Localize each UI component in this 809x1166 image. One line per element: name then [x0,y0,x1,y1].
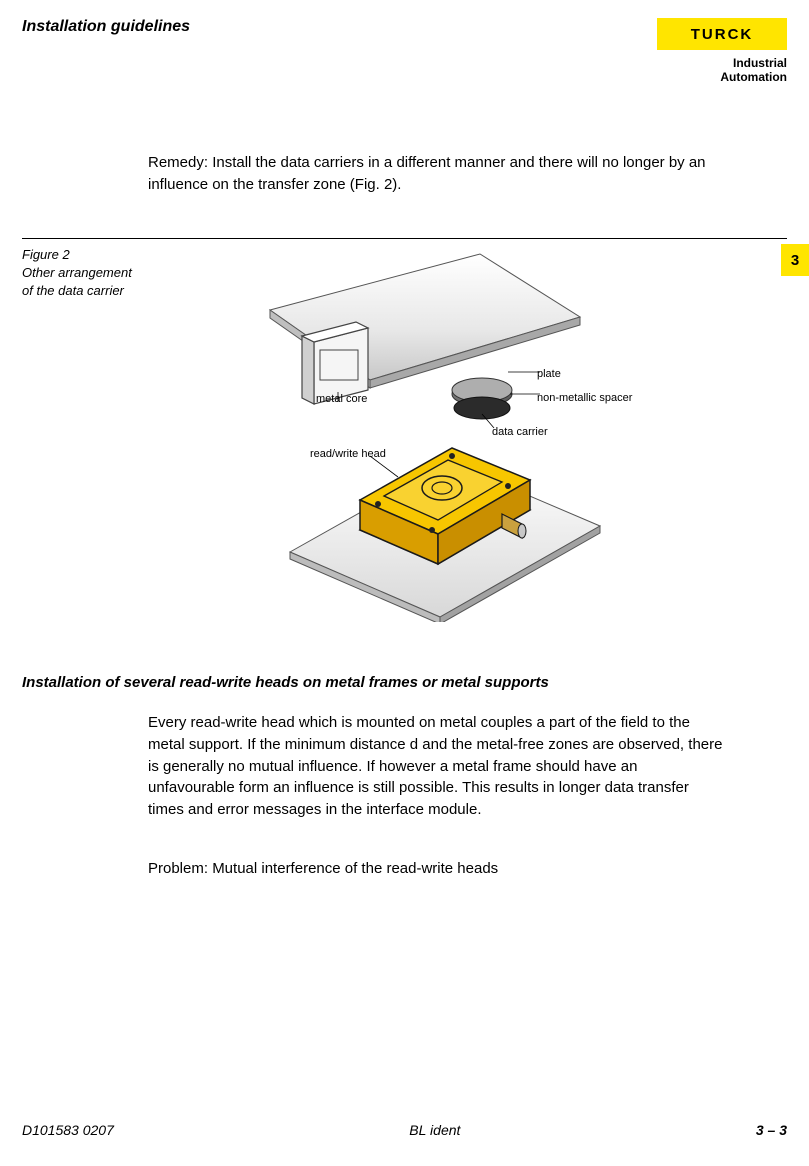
label-data-carrier: data carrier [492,426,548,438]
label-plate: plate [537,368,561,380]
logo-text: TURCK [691,26,754,43]
paragraph-problem: Problem: Mutual interference of the read… [148,858,727,880]
label-metal-core: metal core [316,393,367,405]
logo-sub-line2: Automation [720,70,787,84]
footer-page-number: 3 – 3 [756,1122,787,1138]
logo-sub-line1: Industrial [733,56,787,70]
footer-product: BL ident [409,1122,460,1138]
figure-caption: Figure 2 Other arrangement of the data c… [22,246,142,301]
figure-number: Figure 2 [22,247,70,262]
logo-subtitle: Industrial Automation [720,56,787,85]
logo-box: TURCK [657,18,787,50]
page-footer: D101583 0207 BL ident 3 – 3 [22,1122,787,1138]
page-header: Installation guidelines TURCK Industrial… [22,18,787,85]
footer-doc-id: D101583 0207 [22,1122,114,1138]
section-heading: Installation of several read-write heads… [22,674,727,691]
page-number-tab: 3 [781,244,809,276]
divider-line [22,238,787,239]
paragraph-metal-frames: Every read-write head which is mounted o… [148,712,727,821]
figure-desc: Other arrangement of the data carrier [22,265,132,298]
remedy-paragraph: Remedy: Install the data carriers in a d… [148,152,727,196]
label-read-write-head: read/write head [310,448,386,460]
figure-diagram [250,252,630,622]
label-nonmetallic-spacer: non-metallic spacer [537,392,632,404]
header-title: Installation guidelines [22,18,190,36]
brand-logo: TURCK Industrial Automation [657,18,787,85]
